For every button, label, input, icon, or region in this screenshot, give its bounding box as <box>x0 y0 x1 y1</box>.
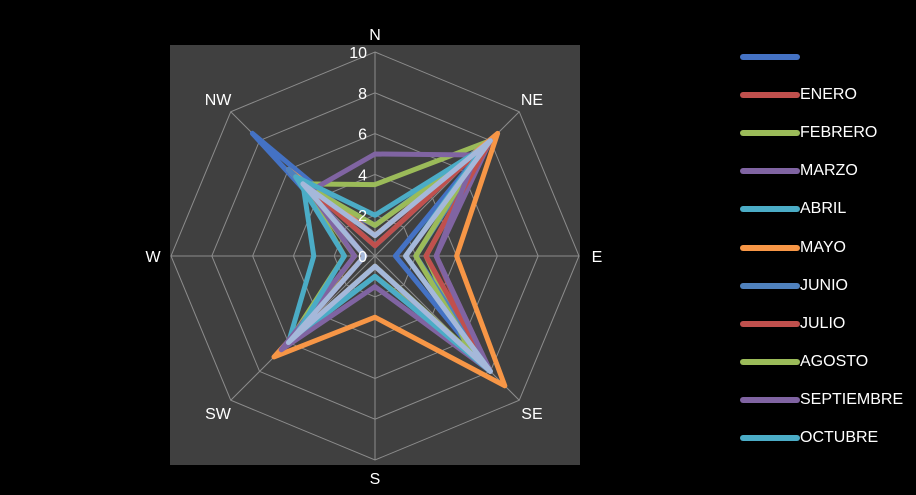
legend-item: MAYO <box>740 238 846 258</box>
legend-swatch <box>740 54 800 60</box>
radial-tick-label: 6 <box>358 127 367 144</box>
legend-label: MAYO <box>800 238 846 256</box>
legend-item: SEPTIEMBRE <box>740 390 903 410</box>
category-label: SW <box>205 406 232 423</box>
legend-swatch <box>740 206 800 213</box>
category-label: NW <box>205 92 233 109</box>
legend-label: FEBRERO <box>800 124 878 142</box>
legend-label: ENERO <box>800 86 857 104</box>
legend-swatch <box>740 130 800 137</box>
legend-label: AGOSTO <box>800 352 869 370</box>
legend-label: JUNIO <box>800 276 848 294</box>
legend-swatch <box>740 92 800 99</box>
series-line <box>285 138 493 374</box>
category-label: NE <box>521 92 543 109</box>
legend-item <box>740 47 800 67</box>
legend-swatch <box>740 396 800 403</box>
radial-tick-label: 2 <box>358 208 367 225</box>
legend-item: JULIO <box>740 314 845 334</box>
radial-tick-label: 10 <box>349 45 367 62</box>
legend-swatch <box>740 358 800 365</box>
legend-item: FEBRERO <box>740 123 877 143</box>
series-layer <box>249 130 508 389</box>
legend-item: AGOSTO <box>740 352 868 372</box>
legend-item: ENERO <box>740 85 857 105</box>
legend-label: OCTUBRE <box>800 429 879 446</box>
legend-label: MARZO <box>800 162 858 180</box>
legend-item: JUNIO <box>740 276 848 296</box>
radial-tick-label: 0 <box>358 249 367 266</box>
legend-swatch <box>740 435 800 441</box>
legend-label: ABRIL <box>800 200 847 218</box>
legend-item: MARZO <box>740 161 858 181</box>
legend-item: ABRIL <box>740 199 846 219</box>
radial-tick-label: 4 <box>358 167 367 184</box>
category-label: SE <box>521 406 542 423</box>
category-label: N <box>369 27 381 44</box>
legend-label: SEPTIEMBRE <box>800 390 904 408</box>
legend-label: JULIO <box>800 314 846 332</box>
category-label: S <box>370 471 381 488</box>
radial-tick-labels: 0 2 4 6 8 10 <box>349 45 367 266</box>
category-label: E <box>592 249 603 266</box>
radar-grid <box>170 51 580 461</box>
legend-swatch <box>740 168 800 175</box>
legend-swatch <box>740 320 800 327</box>
category-label: W <box>145 249 161 266</box>
legend-swatch <box>740 282 800 289</box>
legend-swatch <box>740 244 800 251</box>
category-labels: N NE E SE S SW W NW <box>145 27 602 488</box>
legend-item: OCTUBRE <box>740 428 878 448</box>
radial-tick-label: 8 <box>358 86 367 103</box>
